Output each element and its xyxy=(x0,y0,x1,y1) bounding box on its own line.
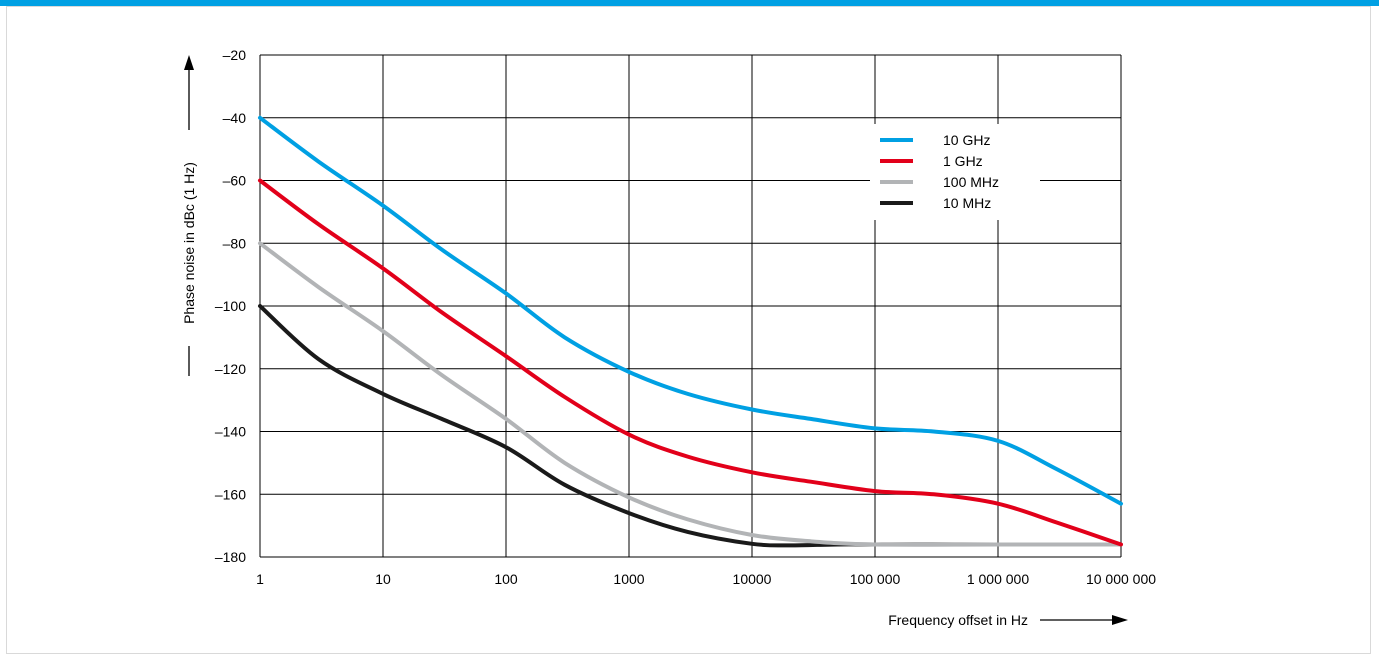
y-tick-label: –120 xyxy=(215,361,246,377)
legend-label-10-ghz: 10 GHz xyxy=(943,132,990,148)
x-tick-label: 100 xyxy=(494,571,518,587)
series-lines xyxy=(258,115,1123,548)
legend: 10 GHz 1 GHz 100 MHz 10 MHz xyxy=(870,124,1040,220)
y-tick-label: –60 xyxy=(223,173,247,189)
top-accent-bar xyxy=(0,0,1379,6)
x-tick-label: 10000 xyxy=(733,571,772,587)
x-tick-label: 100 000 xyxy=(850,571,901,587)
series-line-1-ghz xyxy=(258,178,1123,547)
y-tick-label: –140 xyxy=(215,424,246,440)
y-tick-label: –20 xyxy=(223,47,247,63)
y-tick-label: –40 xyxy=(223,110,247,126)
x-axis-arrowhead xyxy=(1112,615,1128,625)
x-tick-label: 10 000 000 xyxy=(1086,571,1156,587)
series-line-100-mhz xyxy=(258,241,1123,547)
y-tick-label: –100 xyxy=(215,298,246,314)
y-tick-label: –180 xyxy=(215,549,246,565)
x-tick-label: 1 000 000 xyxy=(967,571,1029,587)
series-line-10-ghz xyxy=(258,115,1123,506)
y-tick-label: –80 xyxy=(223,235,247,251)
x-tick-label: 1 xyxy=(256,571,264,587)
y-tick-label: –160 xyxy=(215,486,246,502)
x-axis-label: Frequency offset in Hz xyxy=(888,612,1028,628)
x-tick-label: 10 xyxy=(375,571,391,587)
axes: 1 10 100 1000 10000 100 000 1 000 000 10 000 00… xyxy=(215,47,1156,587)
y-axis-arrowhead xyxy=(184,55,194,70)
legend-label-1-ghz: 1 GHz xyxy=(943,153,983,169)
legend-label-100-mhz: 100 MHz xyxy=(943,174,999,190)
x-tick-label: 1000 xyxy=(613,571,644,587)
legend-label-10-mhz: 10 MHz xyxy=(943,195,991,211)
y-axis-label: Phase noise in dBc (1 Hz) xyxy=(181,162,197,324)
chart-frame xyxy=(6,6,1371,654)
